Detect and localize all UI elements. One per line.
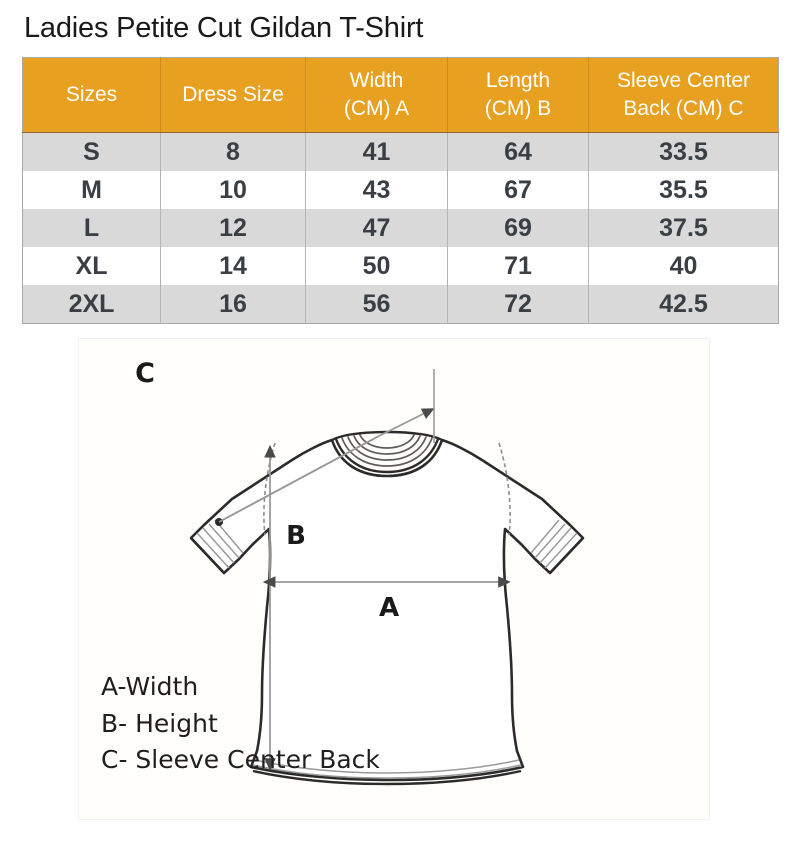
- cell-length: 69: [447, 209, 589, 247]
- cell-width: 47: [305, 209, 448, 247]
- cell-dress-size: 10: [160, 171, 306, 209]
- table-row: L 12 47 69 37.5: [22, 209, 779, 247]
- measurement-label-a: A: [379, 593, 399, 623]
- size-chart-table: Sizes Dress Size Width (CM) A Length (CM…: [22, 57, 779, 324]
- cell-width: 41: [305, 132, 448, 171]
- cell-size: L: [22, 209, 161, 247]
- tshirt-measurement-diagram: C B A: [135, 358, 585, 786]
- column-header-sleeve-line1: Sleeve Center: [616, 69, 751, 93]
- cell-length: 72: [447, 285, 589, 324]
- column-header-width-line1: Width: [349, 69, 404, 93]
- cell-size: S: [22, 132, 161, 171]
- cell-dress-size: 8: [160, 132, 306, 171]
- column-header-sleeve-center-back: Sleeve Center Back (CM) C: [588, 57, 779, 133]
- right-sleeve-hem: [530, 519, 584, 574]
- cell-width: 56: [305, 285, 448, 324]
- legend-item-a: A-Width: [101, 672, 199, 701]
- cell-dress-size: 14: [160, 247, 306, 285]
- table-body: S 8 41 64 33.5 M 10 43 67 35.5 L 12 47 6…: [22, 132, 779, 324]
- column-header-length-line2: (CM) B: [484, 97, 552, 120]
- cell-size: 2XL: [22, 285, 161, 324]
- cell-size: XL: [22, 247, 161, 285]
- cell-length: 67: [447, 171, 589, 209]
- cell-length: 64: [447, 132, 589, 171]
- table-header-row: Sizes Dress Size Width (CM) A Length (CM…: [22, 57, 779, 133]
- column-header-width-line2: (CM) A: [343, 97, 410, 120]
- column-header-sizes-line1: Sizes: [65, 83, 118, 107]
- column-header-sleeve-line2: Back (CM) C: [623, 97, 744, 120]
- cell-sleeve: 37.5: [588, 209, 779, 247]
- table-row: 2XL 16 56 72 42.5: [22, 285, 779, 324]
- table-row: M 10 43 67 35.5: [22, 171, 779, 209]
- cell-length: 71: [447, 247, 589, 285]
- cell-size: M: [22, 171, 161, 209]
- cell-dress-size: 16: [160, 285, 306, 324]
- table-header: Sizes Dress Size Width (CM) A Length (CM…: [22, 57, 779, 133]
- bottom-hem: [252, 759, 522, 786]
- column-header-length-line1: Length: [485, 69, 551, 93]
- cell-sleeve: 42.5: [588, 285, 779, 324]
- cell-sleeve: 33.5: [588, 132, 779, 171]
- page-title: Ladies Petite Cut Gildan T-Shirt: [24, 12, 424, 44]
- table-row: S 8 41 64 33.5: [22, 132, 779, 171]
- cell-dress-size: 12: [160, 209, 306, 247]
- measurement-diagram-panel: C B A A-Width B- Height C- Sleeve Center…: [78, 338, 710, 820]
- measurement-label-c: C: [135, 358, 155, 389]
- column-header-dress-size: Dress Size: [160, 57, 306, 133]
- cell-width: 43: [305, 171, 448, 209]
- measurement-line-c: [215, 369, 435, 526]
- measurement-label-b: B: [286, 521, 306, 551]
- cell-width: 50: [305, 247, 448, 285]
- column-header-dress-size-line1: Dress Size: [182, 83, 284, 107]
- table-row: XL 14 50 71 40: [22, 247, 779, 285]
- cell-sleeve: 40: [588, 247, 779, 285]
- legend-item-c: C- Sleeve Center Back: [101, 745, 380, 774]
- measurement-legend: A-Width B- Height C- Sleeve Center Back: [101, 669, 380, 779]
- collar-ribbing: [334, 434, 440, 474]
- column-header-length: Length (CM) B: [447, 57, 589, 133]
- column-header-width: Width (CM) A: [305, 57, 448, 133]
- size-chart-table-container: Sizes Dress Size Width (CM) A Length (CM…: [22, 57, 779, 324]
- legend-item-b: B- Height: [101, 708, 218, 738]
- cell-sleeve: 35.5: [588, 171, 779, 209]
- column-header-sizes: Sizes: [22, 57, 161, 133]
